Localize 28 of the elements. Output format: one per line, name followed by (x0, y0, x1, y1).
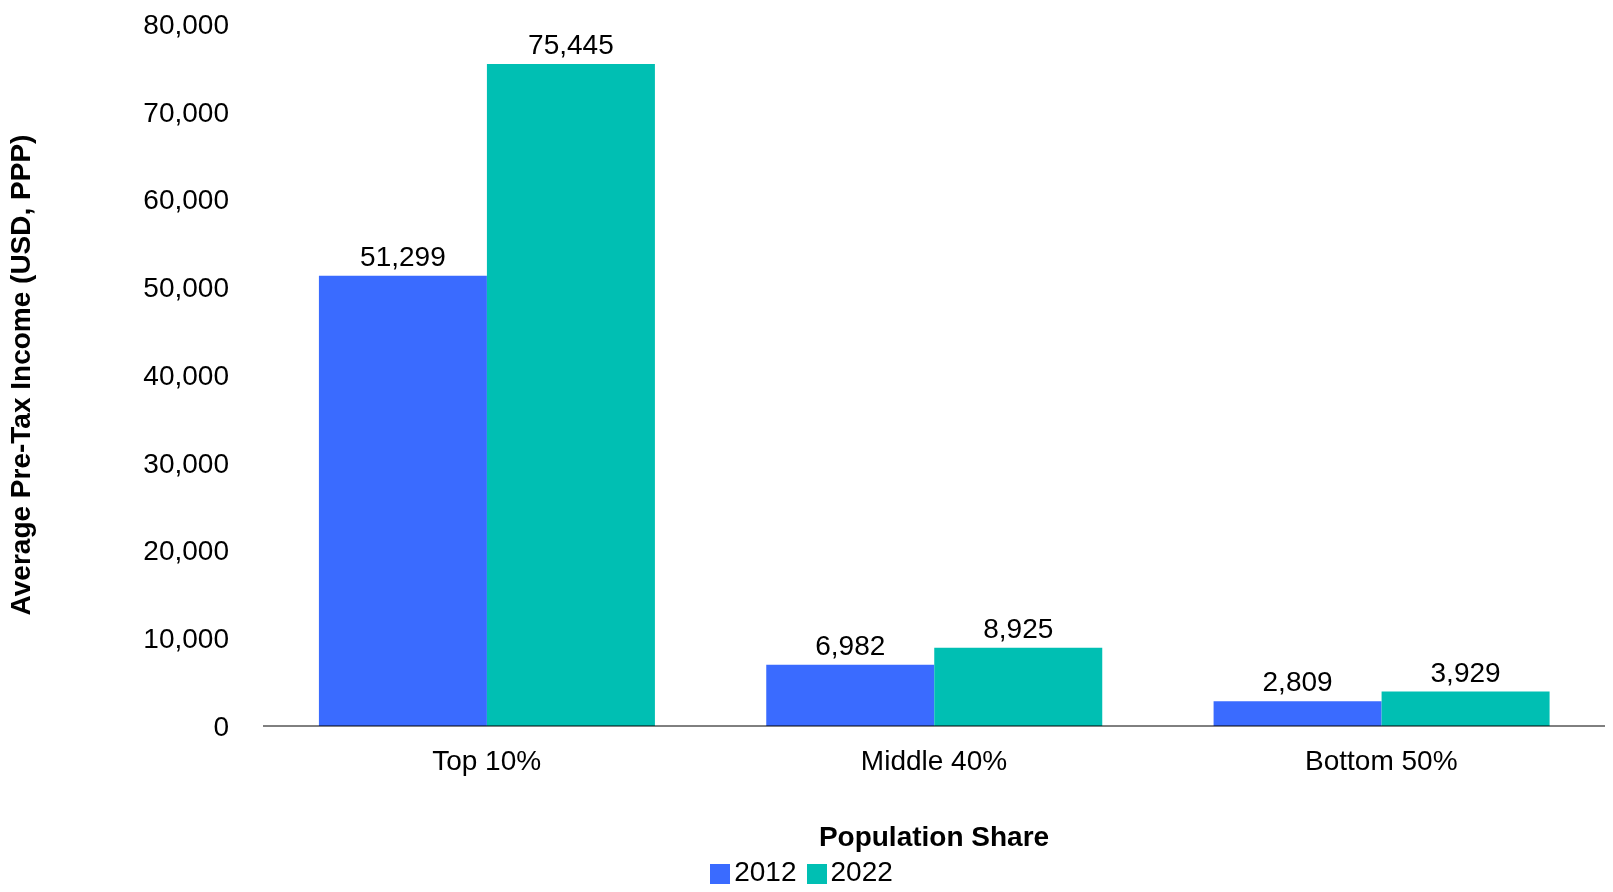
legend-label: 2012 (734, 856, 797, 887)
y-tick-label: 70,000 (143, 96, 229, 128)
y-tick-label: 80,000 (143, 8, 229, 40)
y-tick-label: 40,000 (143, 359, 229, 391)
data-label: 51,299 (360, 240, 446, 272)
x-axis-title: Population Share (818, 821, 1050, 852)
bar (318, 275, 487, 726)
legend-label: 2022 (830, 856, 893, 887)
bar (486, 63, 655, 726)
bar (1213, 701, 1382, 726)
y-tick-label: 50,000 (143, 272, 229, 304)
bar (1381, 691, 1550, 726)
y-tick-label: 0 (213, 710, 229, 742)
y-tick-label: 20,000 (143, 535, 229, 567)
y-tick-label: 30,000 (143, 447, 229, 479)
x-tick-label: Middle 40% (860, 744, 1008, 776)
data-label: 2,809 (1262, 666, 1333, 698)
y-axis-title: Average Pre-Tax Income (USD, PPP) (4, 134, 36, 616)
data-label: 75,445 (528, 28, 614, 60)
data-label: 3,929 (1430, 656, 1501, 688)
x-tick-label: Top 10% (432, 744, 542, 776)
bar (934, 647, 1103, 726)
data-label: 6,982 (815, 629, 886, 661)
x-tick-label: Bottom 50% (1305, 744, 1458, 776)
y-tick-label: 10,000 (143, 623, 229, 655)
data-label: 8,925 (983, 612, 1054, 644)
y-tick-label: 60,000 (143, 184, 229, 216)
bar (766, 664, 935, 726)
